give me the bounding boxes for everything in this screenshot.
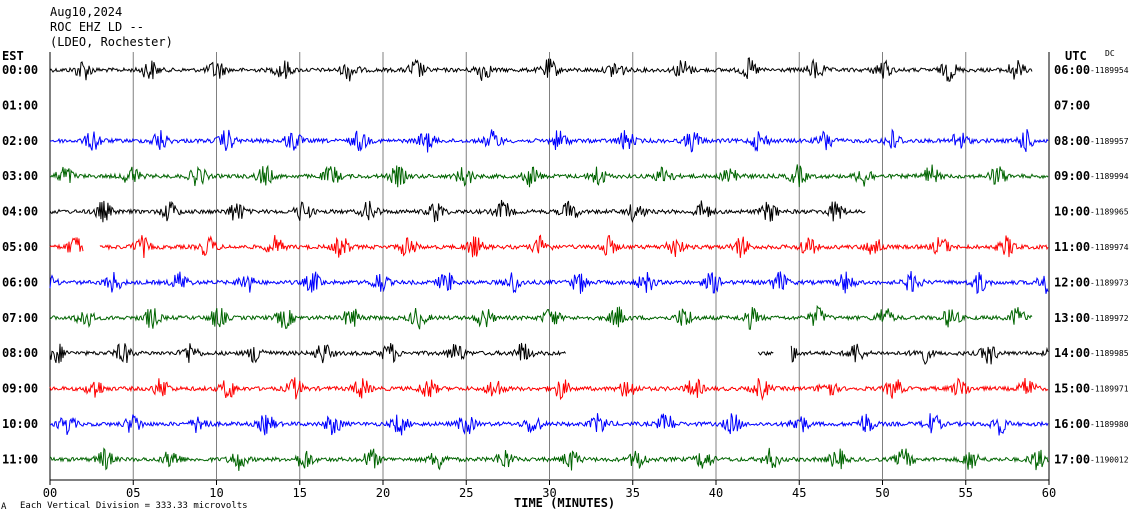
row-label-utc: 11:00 [1054,240,1090,254]
row-dc-offset: -1189971 [1090,385,1129,394]
row-dc-offset: -1189957 [1090,137,1129,146]
row-dc-offset: -1189980 [1090,420,1129,429]
trace-0600 [49,271,1049,295]
row-dc-offset: -1189974 [1090,243,1129,252]
row-dc-offset: -1189972 [1090,314,1129,323]
trace-1000 [49,413,1049,436]
row-label-utc: 08:00 [1054,134,1090,148]
x-tick-label: 35 [626,486,640,500]
dc-header-label: DC [1105,49,1115,58]
x-tick-label: 15 [293,486,307,500]
row-label-utc: 07:00 [1054,98,1090,112]
row-label-utc: 14:00 [1054,346,1090,360]
row-label-utc: 12:00 [1054,275,1090,289]
x-tick-label: 20 [376,486,390,500]
trace-0000 [49,57,1033,82]
trace-0500 [49,234,1049,259]
x-tick-label: 05 [126,486,140,500]
x-tick-label: 60 [1042,486,1056,500]
row-label-utc: 09:00 [1054,169,1090,183]
vertical-division-note: Each Vertical Division = 333.33 microvol… [20,501,248,511]
row-label-est: 11:00 [2,452,38,466]
row-dc-offset: -1189954 [1090,66,1129,75]
row-dc-offset: -1189994 [1090,172,1129,181]
header-station: ROC EHZ LD -- [50,20,144,34]
x-tick-label: 50 [875,486,889,500]
row-label-est: 00:00 [2,63,38,77]
row-label-utc: 06:00 [1054,63,1090,77]
row-label-est: 09:00 [2,382,38,396]
row-label-utc: 17:00 [1054,452,1090,466]
right-timezone-label: UTC [1065,49,1087,63]
row-label-utc: 16:00 [1054,417,1090,431]
row-dc-offset: -1189965 [1090,208,1129,217]
x-tick-label: 00 [43,486,57,500]
x-axis-title: TIME (MINUTES) [514,496,615,510]
x-axis: 00 05 10 15 20 25 30 35 40 45 50 55 60 [43,480,1056,500]
seismic-traces [49,57,1049,471]
row-label-utc: 15:00 [1054,382,1090,396]
corner-mark: A [1,502,7,512]
row-dc-offset: -1190012 [1090,455,1129,464]
row-label-utc: 13:00 [1054,311,1090,325]
x-tick-label: 25 [459,486,473,500]
left-timezone-label: EST [2,49,24,63]
plot-grid [49,52,1050,481]
row-dc-offset: -1189985 [1090,349,1129,358]
x-tick-label: 30 [542,486,556,500]
x-tick-label: 10 [209,486,223,500]
row-label-est: 07:00 [2,311,38,325]
trace-0300 [49,164,1049,188]
row-label-est: 03:00 [2,169,38,183]
row-label-utc: 10:00 [1054,205,1090,219]
x-tick-label: 55 [959,486,973,500]
row-label-est: 02:00 [2,134,38,148]
row-label-est: 01:00 [2,98,38,112]
row-dc-offset: -1189973 [1090,278,1129,287]
row-label-est: 04:00 [2,205,38,219]
trace-0200 [49,128,1049,153]
trace-0700 [49,304,1033,330]
row-label-est: 08:00 [2,346,38,360]
row-label-est: 05:00 [2,240,38,254]
x-tick-label: 45 [792,486,806,500]
trace-0800 [49,342,1049,365]
trace-0400 [49,199,866,223]
row-label-est: 06:00 [2,275,38,289]
trace-1100 [49,447,1049,471]
x-tick-label: 40 [709,486,723,500]
trace-0900 [49,377,1049,401]
row-label-est: 10:00 [2,417,38,431]
header-network: (LDEO, Rochester) [50,35,173,49]
header-date: Aug10,2024 [50,5,122,19]
